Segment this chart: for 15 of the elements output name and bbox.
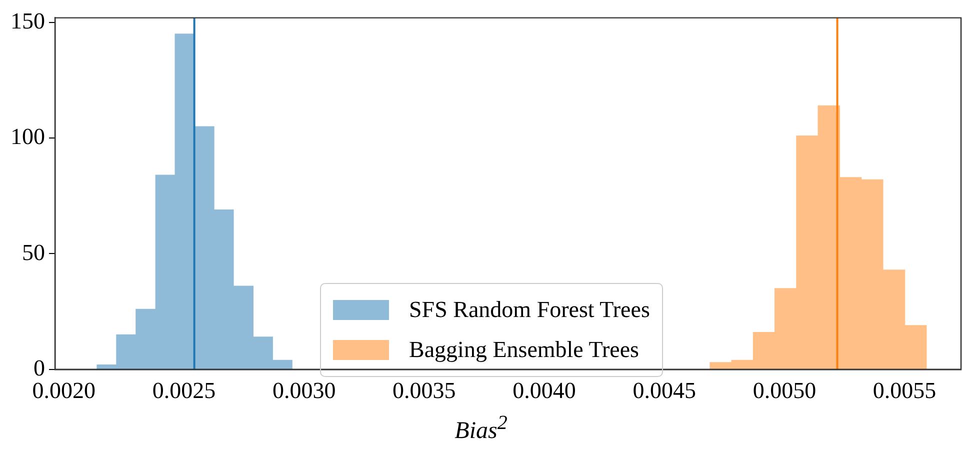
y-tick-label: 150: [10, 8, 45, 34]
y-tick-label: 100: [10, 124, 45, 150]
x-tick-label: 0.0025: [152, 378, 216, 404]
x-tick-label: 0.0045: [632, 378, 696, 404]
x-tick-label: 0.0030: [272, 378, 336, 404]
x-axis-title: Bias$^{2}$: [454, 412, 508, 445]
x-tick-label: 0.0020: [32, 378, 96, 404]
y-tick-label: 50: [22, 240, 45, 265]
x-tick-label: 0.0050: [752, 378, 816, 404]
x-tick-label: 0.0040: [512, 378, 576, 404]
x-tick-label: 0.0055: [872, 378, 936, 404]
legend-label: Bagging Ensemble Trees: [409, 337, 639, 363]
x-tick-label: 0.0035: [392, 378, 456, 404]
y-tick-label: 0: [34, 355, 45, 380]
legend-label: SFS Random Forest Trees: [409, 297, 650, 323]
